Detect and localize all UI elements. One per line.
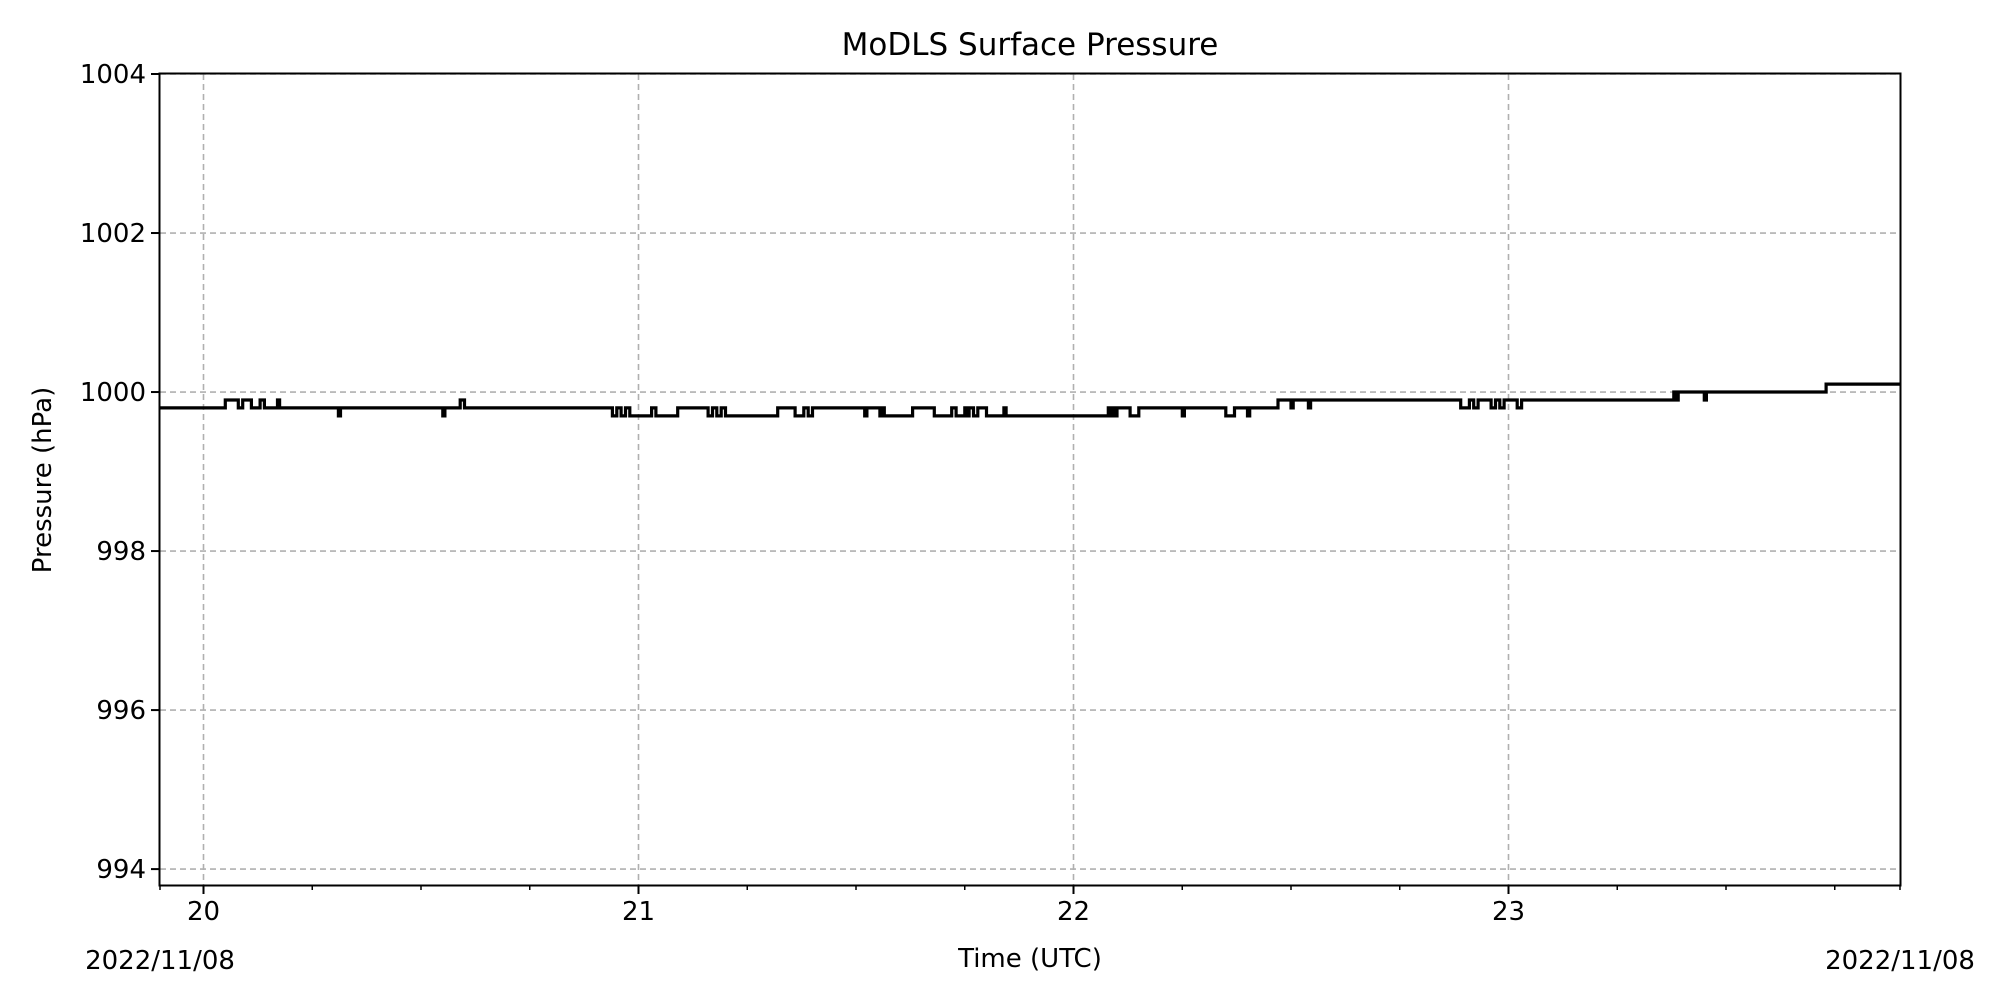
x-tick-label: 22 <box>1057 897 1090 927</box>
date-label-left: 2022/11/08 <box>85 946 235 976</box>
tick-labels: 994 996 998 1000 1002 1004 20 21 22 23 <box>80 60 1525 927</box>
x-tick-label: 23 <box>1492 897 1525 927</box>
data-series <box>160 382 1900 418</box>
y-tick-label: 1002 <box>80 219 146 249</box>
y-tick-label: 1000 <box>80 378 146 408</box>
chart-title: MoDLS Surface Pressure <box>842 27 1219 63</box>
y-axis-title: Pressure (hPa) <box>28 387 58 574</box>
y-tick-label: 1004 <box>80 60 146 90</box>
pressure-line <box>160 382 1900 418</box>
date-label-right: 2022/11/08 <box>1825 946 1975 976</box>
y-tick-label: 996 <box>96 696 146 726</box>
y-tick-label: 998 <box>96 537 146 567</box>
x-tick-label: 20 <box>187 897 220 927</box>
y-tick-label: 994 <box>96 855 146 885</box>
axis-ticks <box>151 73 1901 894</box>
x-tick-label: 21 <box>622 897 655 927</box>
x-axis-title: Time (UTC) <box>957 944 1102 974</box>
plot-frame <box>158 72 1902 887</box>
